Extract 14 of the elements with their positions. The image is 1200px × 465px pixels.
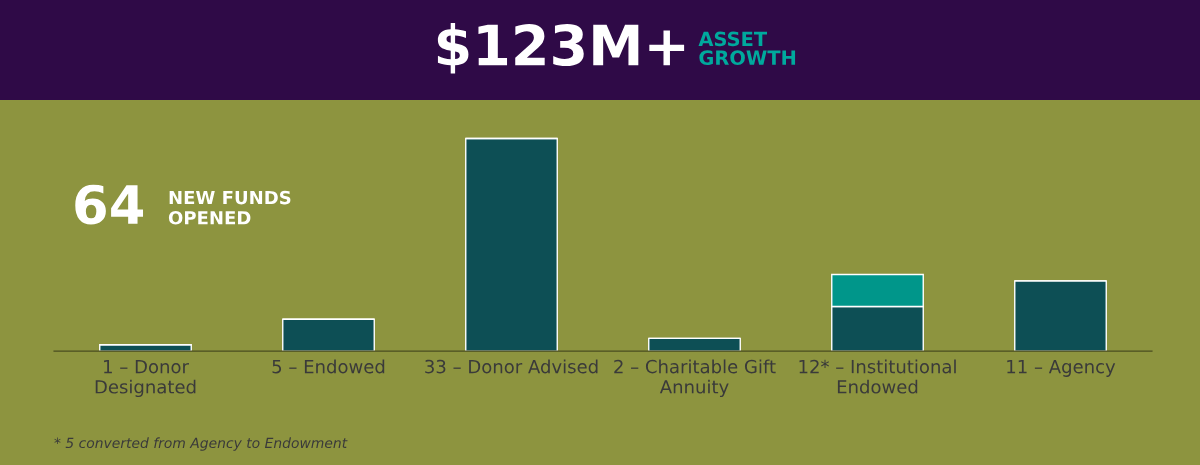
annotation: NEW FUNDS OPENED (168, 190, 291, 225)
x-tick-label: 11 – Agency (1007, 359, 1116, 377)
bar (282, 318, 375, 352)
x-tick-label: 1 – Donor Designated (95, 359, 196, 398)
x-tick-label: 12* – Institutional Endowed (799, 359, 956, 394)
text: * 5 converted from Agency to Endowment (54, 437, 348, 451)
bar (1014, 280, 1107, 352)
x-tick-label: 2 – Charitable Gift Annuity (614, 359, 776, 398)
chart-title: $123M+ (437, 23, 685, 74)
x-tick-label: 33 – Donor Advised (425, 359, 598, 374)
annotation: 64 (75, 184, 144, 225)
bar (465, 137, 558, 352)
chart-subtitle: ASSET GROWTH (698, 31, 796, 66)
x-tick-label: 5 – Endowed (272, 359, 385, 374)
